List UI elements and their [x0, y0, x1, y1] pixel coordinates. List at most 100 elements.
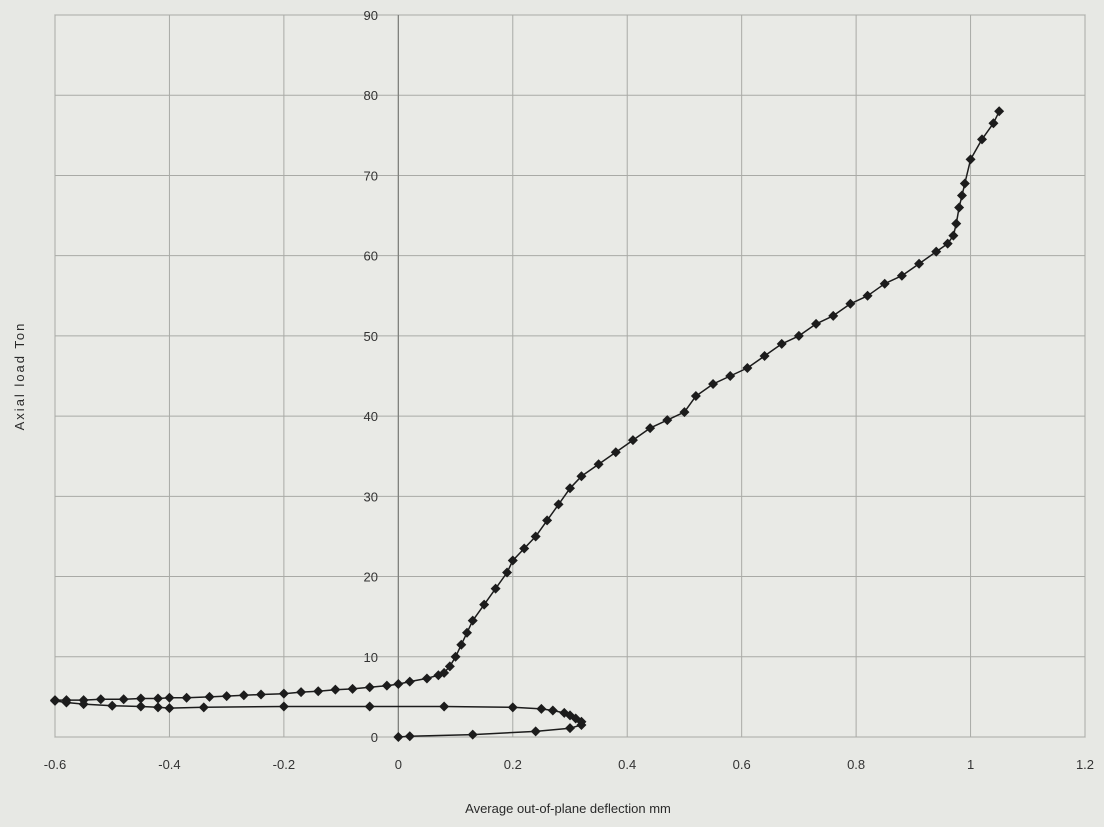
data-point	[914, 258, 925, 269]
data-point	[593, 459, 604, 470]
data-point	[313, 686, 324, 697]
data-point	[948, 230, 959, 241]
data-point	[50, 695, 60, 706]
data-point	[845, 298, 856, 309]
data-point	[238, 690, 249, 701]
data-point	[793, 330, 804, 341]
data-point	[708, 379, 719, 390]
data-point	[95, 694, 106, 705]
data-point	[954, 202, 965, 213]
data-point	[439, 701, 450, 712]
data-point	[942, 238, 953, 249]
data-point	[164, 703, 175, 714]
data-point	[393, 679, 404, 690]
y-tick-label: 90	[364, 8, 378, 23]
x-tick-label: 0.6	[733, 757, 751, 772]
x-tick-label: -0.4	[158, 757, 180, 772]
data-point	[393, 732, 404, 742]
data-point	[559, 707, 570, 718]
data-point	[776, 338, 787, 349]
data-point	[896, 270, 907, 281]
data-point	[530, 726, 541, 737]
data-point	[502, 567, 513, 578]
data-point	[221, 691, 232, 702]
data-point	[61, 695, 72, 706]
data-point	[547, 705, 558, 716]
data-point	[381, 680, 392, 691]
data-point	[404, 731, 415, 742]
data-point	[198, 702, 209, 713]
data-point	[490, 583, 501, 594]
data-point	[965, 154, 976, 165]
data-point	[627, 435, 638, 446]
data-point	[462, 627, 472, 638]
x-tick-label: 0.2	[504, 757, 522, 772]
gridlines	[54, 14, 1086, 738]
data-point	[135, 693, 146, 704]
x-tick-label: -0.2	[273, 757, 295, 772]
data-point	[204, 691, 215, 702]
data-point	[879, 278, 890, 289]
data-point	[479, 599, 490, 610]
x-tick-label: 0.4	[618, 757, 636, 772]
data-point	[421, 673, 432, 684]
data-point	[296, 687, 307, 698]
data-point	[530, 531, 541, 542]
data-point	[153, 702, 163, 713]
data-point	[725, 371, 736, 381]
data-point	[444, 661, 455, 672]
data-point	[347, 683, 358, 694]
data-point	[118, 694, 129, 705]
y-tick-label: 30	[364, 489, 378, 504]
data-point	[467, 615, 478, 626]
data-point	[256, 689, 266, 700]
data-point	[364, 701, 375, 712]
data-point	[862, 290, 873, 301]
data-point	[977, 134, 987, 145]
data-point	[107, 700, 118, 711]
data-point	[519, 543, 530, 554]
data-point	[610, 447, 621, 458]
x-tick-label: 1	[967, 757, 974, 772]
tick-labels: -0.6 -0.4 -0.2 0 0.2 0.4 0.6 0.8 1 1.2 0 10 20 30 40 50…	[44, 8, 1094, 772]
data-point	[542, 515, 553, 526]
x-tick-label: 0.8	[847, 757, 865, 772]
y-tick-label: 20	[364, 570, 378, 585]
data-point	[742, 362, 753, 373]
data-point	[811, 318, 822, 329]
data-point	[565, 723, 575, 734]
data-point	[450, 651, 461, 662]
data-point	[330, 684, 341, 695]
y-tick-label: 50	[364, 329, 378, 344]
y-axis-title: Axial load Ton	[12, 322, 27, 431]
data-point	[164, 692, 175, 703]
data-point	[951, 218, 962, 229]
data-point	[988, 118, 999, 129]
data-point	[931, 246, 942, 257]
y-tick-label: 0	[371, 730, 378, 745]
y-tick-label: 80	[364, 88, 378, 103]
x-tick-label: 0	[395, 757, 402, 772]
x-tick-label: -0.6	[44, 757, 66, 772]
data-point	[679, 407, 690, 418]
data-point	[759, 350, 770, 361]
data-point	[278, 701, 289, 712]
data-point	[507, 555, 518, 566]
data-point	[662, 415, 673, 426]
y-tick-label: 10	[364, 650, 378, 665]
data-point	[553, 499, 564, 510]
data-point	[467, 729, 478, 740]
data-point	[364, 682, 375, 693]
data-point	[404, 676, 415, 687]
data-point	[439, 667, 450, 678]
data-point	[576, 471, 587, 482]
data-point	[153, 693, 163, 704]
data-point	[78, 695, 89, 706]
data-point	[645, 423, 656, 434]
y-tick-label: 40	[364, 409, 378, 424]
data-point	[994, 106, 1005, 117]
y-tick-label: 70	[364, 168, 378, 183]
data-point	[507, 702, 518, 713]
data-series	[50, 106, 1005, 742]
